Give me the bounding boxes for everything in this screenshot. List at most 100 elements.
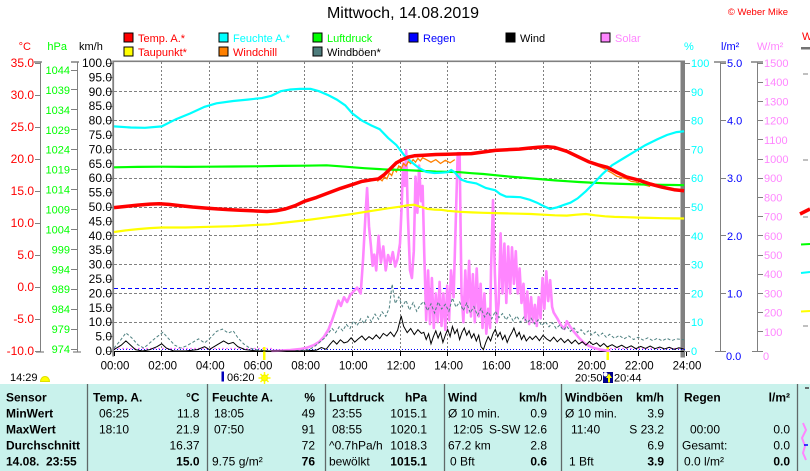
svg-text:6.9: 6.9 [647,439,664,453]
svg-text:0.0: 0.0 [773,455,790,469]
svg-text:24:00: 24:00 [673,361,702,373]
svg-text:999: 999 [52,244,70,256]
svg-text:06:20: 06:20 [227,372,255,384]
svg-text:l/m²: l/m² [721,41,740,53]
svg-text:Feuchte A.*: Feuchte A.* [233,33,291,45]
svg-text:974: 974 [52,344,70,356]
svg-text:1004: 1004 [46,224,70,236]
svg-text:5.0: 5.0 [17,248,34,262]
svg-text:1400: 1400 [764,77,788,89]
svg-text:Gesamt:: Gesamt: [682,439,727,453]
svg-text:900: 900 [764,173,782,185]
svg-text:3.9: 3.9 [647,455,664,469]
svg-text:300: 300 [764,288,782,300]
svg-text:-10.0: -10.0 [7,344,35,358]
svg-text:Taupunkt*: Taupunkt* [138,47,188,59]
svg-text:18:00: 18:00 [530,361,559,373]
svg-text:© Weber Mike: © Weber Mike [728,7,788,18]
svg-text:00:00: 00:00 [690,423,720,437]
svg-text:45.0: 45.0 [89,214,113,228]
svg-text:1300: 1300 [764,96,788,108]
svg-text:14:00: 14:00 [434,361,463,373]
svg-text:67.2 km: 67.2 km [448,439,491,453]
svg-text:20.0: 20.0 [89,286,113,300]
svg-text:35.0: 35.0 [11,56,35,70]
svg-text:hPa: hPa [405,391,427,405]
svg-text:10:00: 10:00 [339,361,368,373]
svg-text:20:44: 20:44 [614,373,642,385]
svg-text:W: W [802,31,810,43]
svg-text:90.0: 90.0 [89,85,113,99]
svg-text:00:00: 00:00 [101,361,130,373]
svg-text:5.0: 5.0 [95,330,112,344]
svg-text:l/m²: l/m² [769,391,790,405]
svg-text:0: 0 [691,346,697,358]
svg-text:1100: 1100 [764,135,788,147]
svg-text:Durchschnitt: Durchschnitt [6,439,80,453]
svg-text:994: 994 [52,264,70,276]
svg-text:Windböen*: Windböen* [327,47,382,59]
svg-text:18:05: 18:05 [214,407,244,421]
svg-text:100: 100 [691,58,709,70]
svg-text:70: 70 [691,144,703,156]
svg-text:hPa: hPa [47,41,67,53]
svg-text:70.0: 70.0 [89,142,113,156]
svg-text:15.0: 15.0 [11,184,35,198]
svg-text:1015.1: 1015.1 [390,455,427,469]
svg-text:75.0: 75.0 [89,128,113,142]
svg-text:35.0: 35.0 [89,243,113,257]
svg-text:85.0: 85.0 [89,99,113,113]
svg-text:Wind: Wind [520,33,545,45]
svg-text:1000: 1000 [764,154,788,166]
svg-text:1009: 1009 [46,205,70,217]
svg-text:20.0: 20.0 [11,152,35,166]
svg-text:16.37: 16.37 [169,439,199,453]
svg-text:9.75 g/m²: 9.75 g/m² [212,455,263,469]
svg-text:14:29: 14:29 [10,372,38,384]
svg-text:49: 49 [302,407,316,421]
svg-text:90: 90 [691,87,703,99]
svg-text:2.0: 2.0 [727,231,742,243]
svg-text:%: % [684,41,694,53]
svg-text:95.0: 95.0 [89,70,113,84]
svg-text:0.0: 0.0 [773,423,790,437]
svg-text:800: 800 [764,192,782,204]
svg-text:700: 700 [764,212,782,224]
svg-text:MinWert: MinWert [6,407,53,421]
svg-text:50.0: 50.0 [89,200,113,214]
svg-text:0.0: 0.0 [726,351,741,363]
svg-text:^0.7hPa/h: ^0.7hPa/h [329,439,383,453]
svg-text:1039: 1039 [46,85,70,97]
svg-text:Ø 10 min.: Ø 10 min. [448,407,500,421]
svg-text:°C: °C [186,391,200,405]
svg-text:80: 80 [691,116,703,128]
svg-text:Mittwoch, 14.08.2019: Mittwoch, 14.08.2019 [327,5,479,22]
svg-text:80.0: 80.0 [89,114,113,128]
svg-text:km/h: km/h [519,391,547,405]
svg-text:08:00: 08:00 [291,361,320,373]
svg-text:30.0: 30.0 [11,88,35,102]
svg-text:500: 500 [764,250,782,262]
svg-text:1015.1: 1015.1 [390,407,427,421]
svg-text:bewölkt: bewölkt [329,455,370,469]
svg-text:0.0: 0.0 [773,439,790,453]
svg-text:600: 600 [764,231,782,243]
svg-text:11.8: 11.8 [177,407,200,421]
svg-text:60: 60 [691,173,703,185]
svg-text:21.9: 21.9 [176,423,200,437]
svg-text:Regen: Regen [423,33,455,45]
svg-text:10.0: 10.0 [11,216,35,230]
svg-text:72: 72 [302,439,316,453]
svg-text:Sensor: Sensor [6,391,47,405]
svg-text:30: 30 [691,260,703,272]
svg-text:979: 979 [52,324,70,336]
svg-text:1500: 1500 [764,58,788,70]
svg-text:16:00: 16:00 [482,361,511,373]
svg-text:%: % [304,391,315,405]
svg-text:07:50: 07:50 [214,423,244,437]
svg-text:km/h: km/h [79,41,103,53]
svg-text:12:00: 12:00 [387,361,416,373]
svg-text:25.0: 25.0 [11,120,35,134]
svg-text:1014: 1014 [46,185,70,197]
svg-text:Temp. A.: Temp. A. [93,391,142,405]
